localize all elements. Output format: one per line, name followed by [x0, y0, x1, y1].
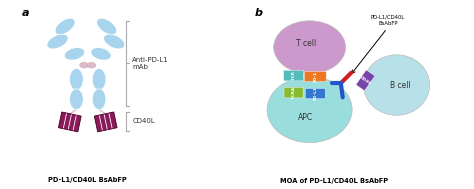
- Ellipse shape: [364, 55, 429, 115]
- Text: Anti-PD-L1
mAb: Anti-PD-L1 mAb: [132, 57, 169, 70]
- Ellipse shape: [70, 89, 83, 110]
- Text: PD-1: PD-1: [313, 71, 317, 82]
- Text: APC: APC: [298, 113, 313, 122]
- FancyBboxPatch shape: [356, 70, 375, 91]
- Ellipse shape: [104, 34, 125, 49]
- Ellipse shape: [92, 68, 106, 90]
- Text: TCR: TCR: [292, 71, 296, 80]
- Ellipse shape: [97, 18, 117, 35]
- Ellipse shape: [80, 62, 88, 68]
- Text: PD-L1: PD-L1: [313, 87, 317, 100]
- Text: PD-L1/CD40L
BsAbFP: PD-L1/CD40L BsAbFP: [371, 15, 405, 26]
- Ellipse shape: [55, 18, 75, 35]
- Ellipse shape: [87, 62, 96, 68]
- Text: CD40: CD40: [359, 75, 372, 85]
- Text: MOA of PD-L1/CD40L BsAbFP: MOA of PD-L1/CD40L BsAbFP: [280, 178, 388, 184]
- FancyBboxPatch shape: [58, 112, 81, 132]
- Text: B cell: B cell: [390, 81, 411, 90]
- Ellipse shape: [91, 48, 111, 60]
- Ellipse shape: [70, 68, 83, 90]
- FancyBboxPatch shape: [284, 87, 303, 98]
- Ellipse shape: [92, 89, 106, 110]
- Text: b: b: [255, 8, 263, 18]
- Ellipse shape: [47, 34, 68, 49]
- Ellipse shape: [267, 77, 352, 143]
- Text: a: a: [22, 8, 29, 18]
- FancyBboxPatch shape: [283, 70, 303, 81]
- Ellipse shape: [64, 48, 85, 60]
- Text: PD-L1/CD40L BsAbFP: PD-L1/CD40L BsAbFP: [48, 177, 127, 183]
- Text: CD40L: CD40L: [132, 118, 155, 124]
- FancyBboxPatch shape: [94, 112, 117, 132]
- Ellipse shape: [273, 21, 346, 74]
- FancyBboxPatch shape: [304, 71, 326, 82]
- FancyBboxPatch shape: [305, 88, 325, 99]
- Text: T cell: T cell: [296, 39, 316, 48]
- Text: TCRA: TCRA: [292, 87, 296, 99]
